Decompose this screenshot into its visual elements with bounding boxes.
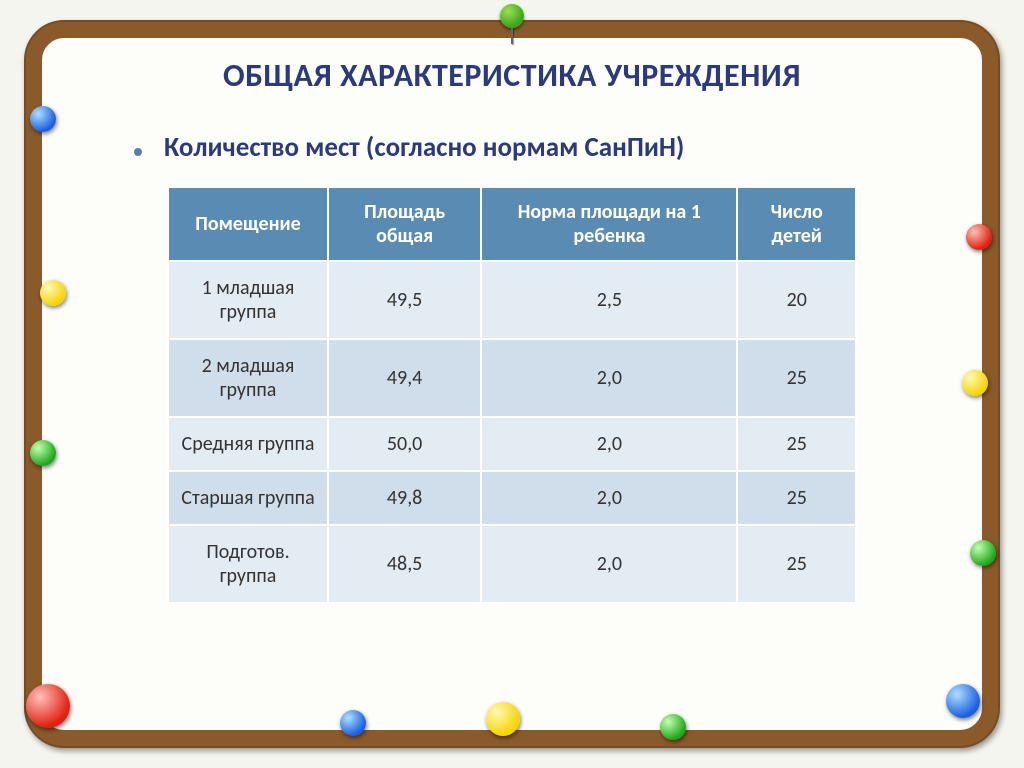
ball-icon: [946, 684, 980, 718]
table-row: 1 младшая группа 49,5 2,5 20: [168, 261, 856, 339]
page-title: ОБЩАЯ ХАРАКТЕРИСТИКА УЧРЕЖДЕНИЯ: [106, 56, 918, 95]
ball-icon: [26, 684, 70, 728]
capacity-table: Помещение Площадь общая Норма площади на…: [167, 186, 857, 604]
table-row: 2 младшая группа 49,4 2,0 25: [168, 339, 856, 417]
ball-icon: [486, 702, 520, 736]
col-header: Помещение: [168, 187, 328, 261]
col-header: Площадь общая: [328, 187, 481, 261]
board-frame: ОБЩАЯ ХАРАКТЕРИСТИКА УЧРЕЖДЕНИЯ Количест…: [24, 20, 1000, 748]
col-header: Норма площади на 1 ребенка: [481, 187, 737, 261]
table-row: Подготов. группа 48,5 2,0 25: [168, 525, 856, 603]
ball-icon: [970, 540, 996, 566]
table-row: Средняя группа 50,0 2,0 25: [168, 417, 856, 471]
ball-icon: [660, 714, 686, 740]
subtitle-text: Количество мест (согласно нормам СанПиН): [164, 131, 684, 164]
ball-icon: [340, 710, 366, 736]
col-header: Число детей: [737, 187, 856, 261]
ball-icon: [30, 440, 56, 466]
ball-icon: [962, 370, 988, 396]
ball-icon: [30, 106, 56, 132]
subtitle-row: Количество мест (согласно нормам СанПиН): [134, 131, 918, 164]
ball-icon: [966, 224, 992, 250]
table-row: Старшая группа 49,8 2,0 25: [168, 471, 856, 525]
bullet-icon: [134, 148, 142, 156]
ball-icon: [40, 280, 66, 306]
pushpin: [500, 4, 524, 44]
